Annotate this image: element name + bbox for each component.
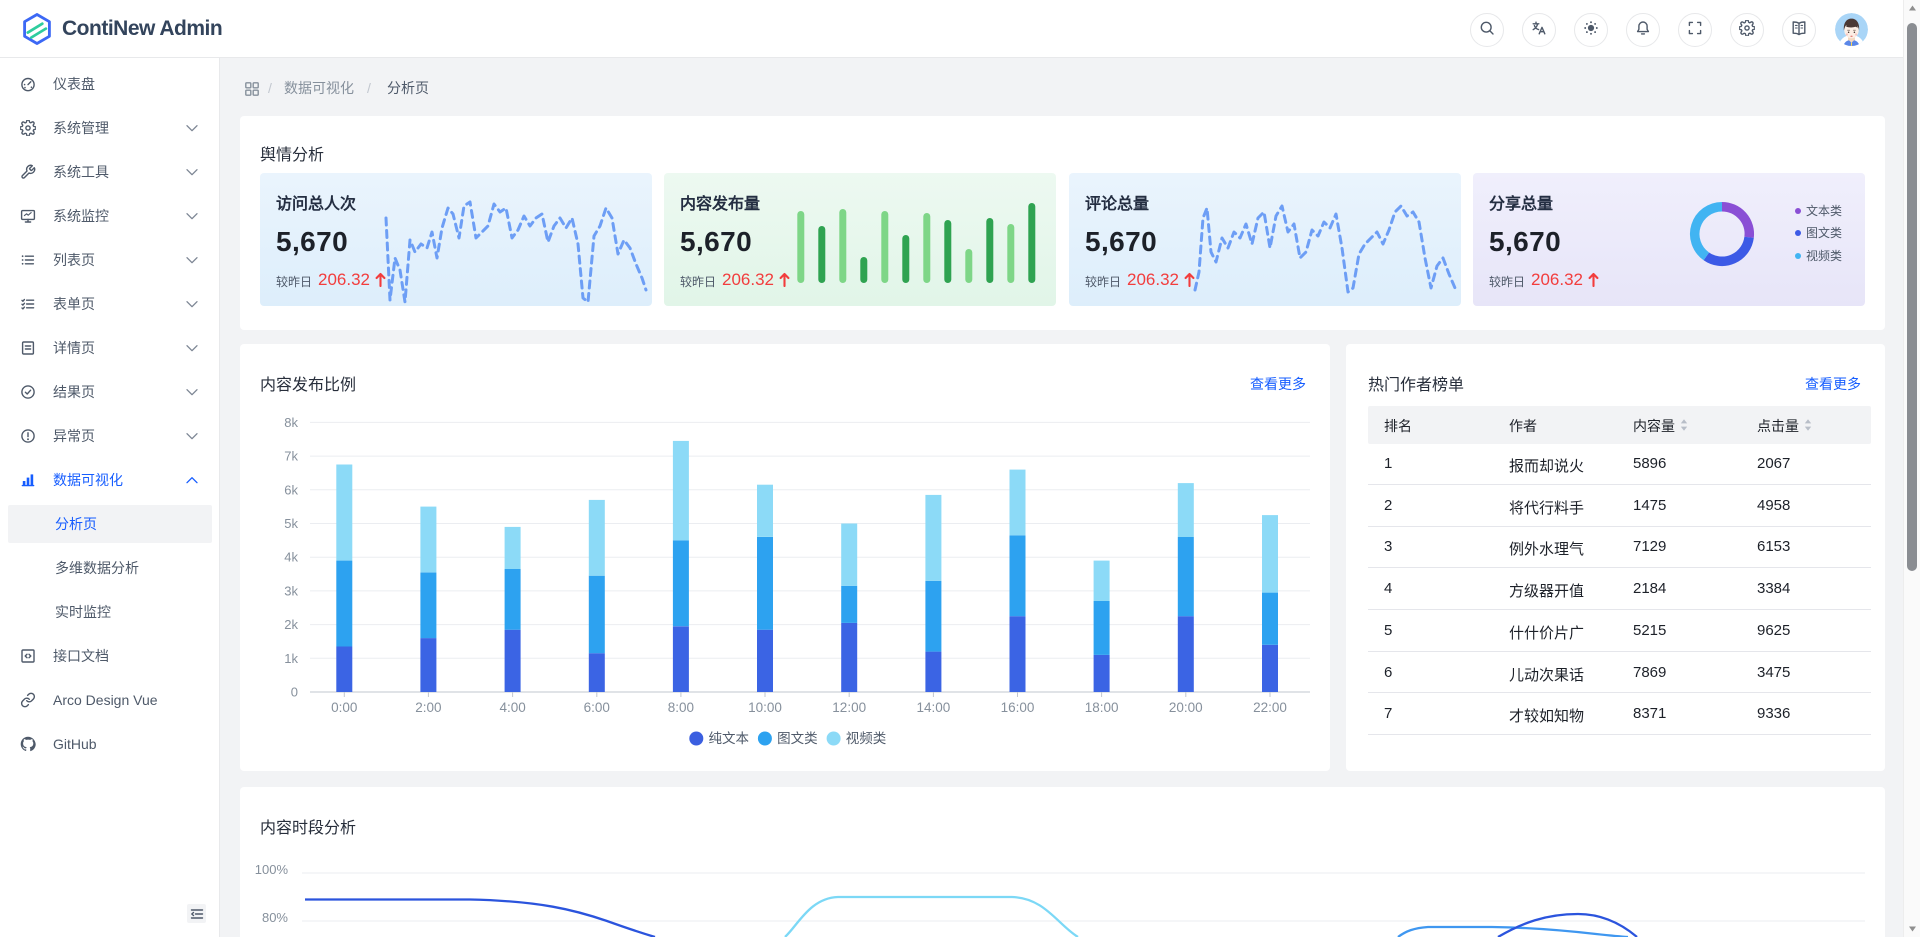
svg-text:视频类: 视频类 <box>846 731 887 746</box>
svg-text:0:00: 0:00 <box>331 700 357 715</box>
svg-text:8:00: 8:00 <box>668 700 694 715</box>
svg-text:18:00: 18:00 <box>1085 700 1119 715</box>
svg-text:2k: 2k <box>284 617 298 632</box>
svg-text:20:00: 20:00 <box>1169 700 1203 715</box>
svg-text:5k: 5k <box>284 516 298 531</box>
svg-text:6:00: 6:00 <box>584 700 610 715</box>
svg-text:6k: 6k <box>284 482 298 497</box>
svg-text:16:00: 16:00 <box>1001 700 1035 715</box>
svg-text:7k: 7k <box>284 449 298 464</box>
svg-text:8k: 8k <box>284 415 298 430</box>
svg-text:100%: 100% <box>255 862 289 877</box>
svg-text:2:00: 2:00 <box>415 700 441 715</box>
svg-text:4:00: 4:00 <box>499 700 525 715</box>
svg-text:图文类: 图文类 <box>777 731 818 746</box>
svg-text:10:00: 10:00 <box>748 700 782 715</box>
svg-text:80%: 80% <box>262 910 288 925</box>
svg-text:1k: 1k <box>284 651 298 666</box>
svg-text:纯文本: 纯文本 <box>709 731 750 746</box>
svg-text:3k: 3k <box>284 583 298 598</box>
svg-text:14:00: 14:00 <box>917 700 951 715</box>
svg-text:12:00: 12:00 <box>832 700 866 715</box>
svg-text:22:00: 22:00 <box>1253 700 1287 715</box>
svg-text:4k: 4k <box>284 550 298 565</box>
svg-text:0: 0 <box>291 685 298 700</box>
